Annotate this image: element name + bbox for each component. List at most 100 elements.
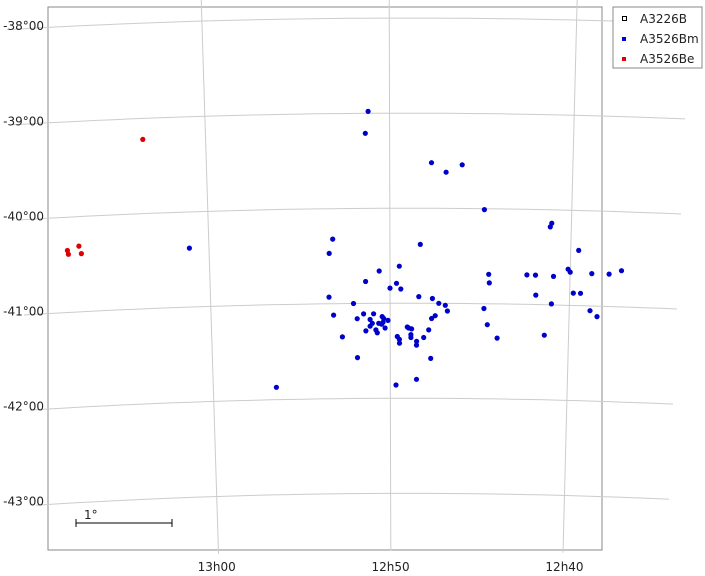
ra-tick-label: 13h00 [198,560,236,574]
legend-marker [622,37,626,41]
data-point [444,308,450,314]
data-point [406,325,412,331]
dec-gridline [35,492,669,506]
dec-gridline [23,302,678,316]
data-point [186,245,192,251]
data-point [486,271,492,277]
data-point [78,251,84,257]
data-point [350,300,357,307]
data-point [606,271,612,277]
data-point [354,316,360,322]
data-point [618,268,625,274]
data-point [376,268,382,274]
data-point [428,355,434,361]
data-point [413,342,420,348]
data-point [567,269,573,275]
data-point [421,334,427,341]
data-point [408,334,414,341]
legend-label: A3526Bm [640,32,699,46]
data-point [363,278,369,285]
dec-tick-label: -39°00 [3,114,44,128]
data-point [381,315,387,322]
data-point [594,314,600,320]
data-point [576,247,582,253]
dec-tick-label: -43°00 [3,495,44,509]
data-point [429,295,435,302]
data-point [484,322,490,328]
data-point [354,355,361,361]
dec-tick-label: -40°00 [3,209,44,223]
data-point [396,263,402,269]
data-point [533,292,539,298]
legend-label: A3526Be [640,52,694,66]
data-point [524,272,530,278]
ra-gridline [562,0,578,553]
legend-box [612,6,703,69]
dec-gridline [29,397,673,411]
data-point [393,382,399,388]
data-point [273,384,279,390]
data-point [330,236,336,242]
data-point [393,280,400,286]
data-point [413,376,420,382]
legend-marker [622,57,626,61]
data-point [361,311,367,317]
legend-marker [622,16,627,21]
ra-tick-label: 12h40 [545,560,583,574]
data-point [385,317,391,323]
ra-gridline [200,0,219,554]
data-point [363,328,369,334]
data-point [76,243,82,249]
data-point [426,327,432,333]
data-point [382,325,388,331]
data-point [548,301,555,307]
dec-gridline [12,112,686,126]
data-point [494,335,500,341]
data-point [376,320,382,326]
data-point [577,290,584,296]
data-point [432,313,438,319]
data-point [459,162,465,168]
data-point [547,224,553,230]
data-point [570,290,576,296]
data-point [326,250,332,256]
data-point [326,294,332,300]
legend-label: A3226B [640,12,687,26]
legend: A3226B A3526Bm A3526Be [612,6,703,69]
data-point [339,334,345,340]
data-point [486,280,492,286]
dec-tick-label: -38°00 [3,19,44,33]
data-point [362,130,368,136]
data-point [369,320,375,326]
data-point [429,315,435,322]
data-point [416,294,422,300]
data-point [387,285,393,291]
data-point [374,330,380,336]
data-point [541,332,547,338]
data-point [481,305,487,312]
data-point [550,273,557,279]
data-point [417,241,423,247]
data-point [587,308,593,314]
dec-tick-label: -41°00 [3,304,44,318]
dec-gridline [18,207,682,221]
ra-tick-label: 12h50 [372,560,410,574]
data-point [589,271,595,277]
data-point [398,286,404,292]
data-point [443,169,449,175]
data-point [65,251,71,257]
ra-tick-labels: 13h00 12h50 12h40 [198,560,584,574]
data-points [64,108,625,390]
data-point [442,302,448,308]
data-point [428,160,435,166]
dec-tick-label: -42°00 [3,400,44,414]
data-point [532,272,539,278]
data-point [140,136,146,142]
data-point [367,316,373,323]
ra-gridline [388,0,392,551]
data-point [396,340,403,346]
coordinate-grid [6,0,690,554]
data-point [331,312,337,318]
data-point [371,311,377,317]
